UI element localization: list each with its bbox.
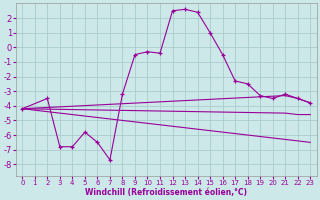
X-axis label: Windchill (Refroidissement éolien,°C): Windchill (Refroidissement éolien,°C)	[85, 188, 247, 197]
